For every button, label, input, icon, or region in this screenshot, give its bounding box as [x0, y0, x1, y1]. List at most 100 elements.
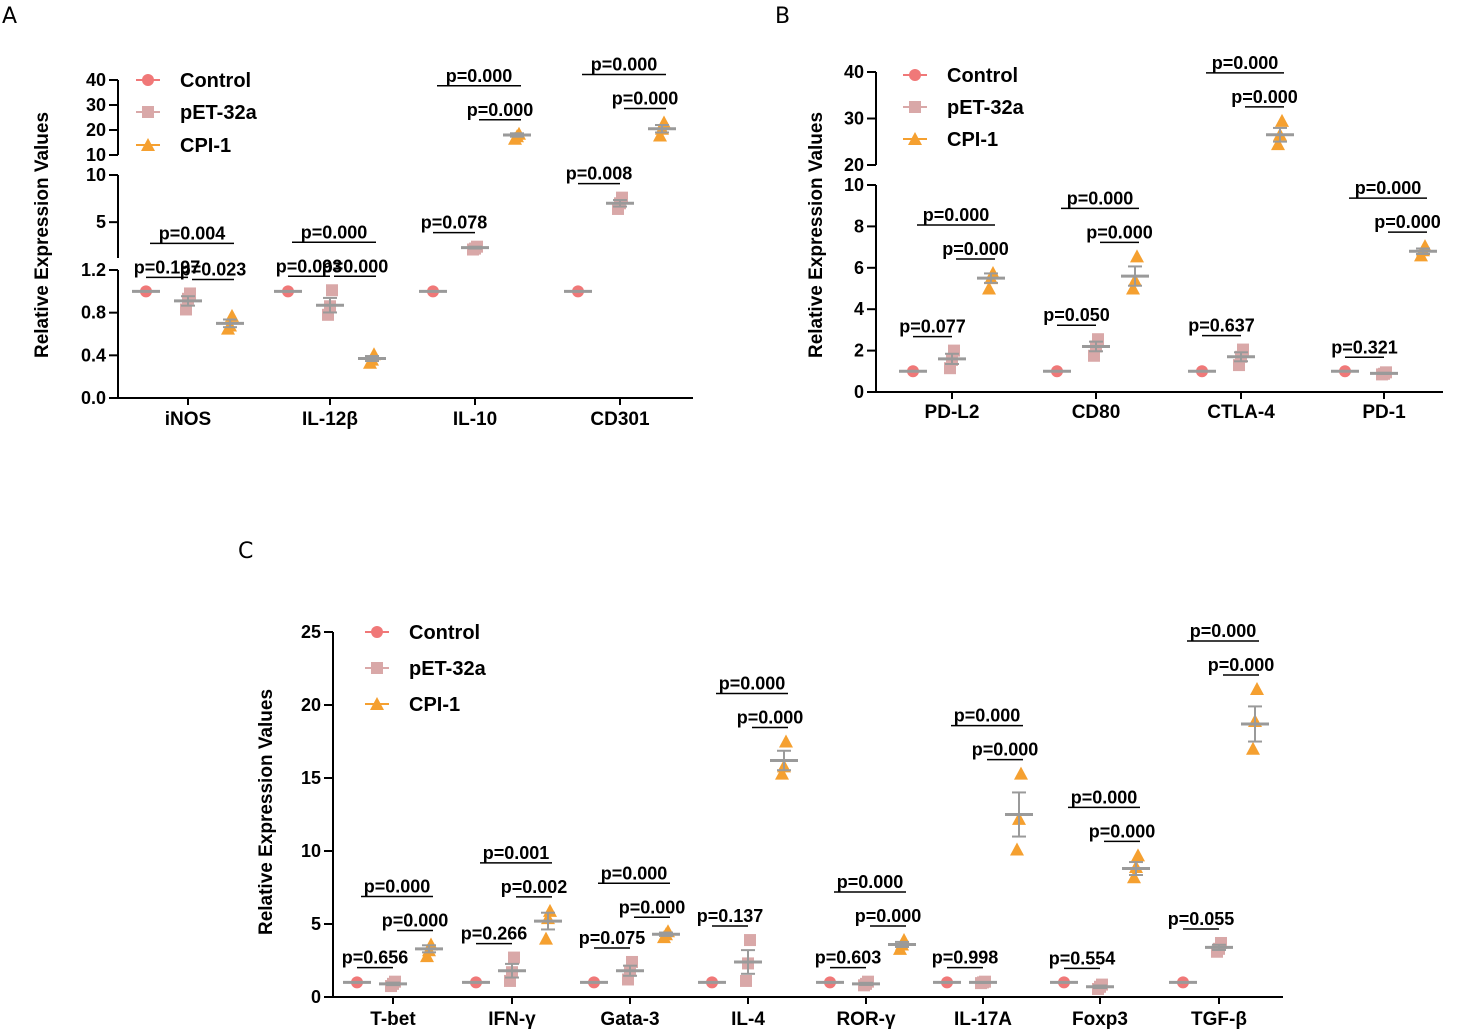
data-point-pet	[322, 308, 334, 321]
data-point-cpi	[653, 128, 667, 142]
legend-label-cpi: CPI-1	[947, 129, 998, 151]
panel-letter-c: C	[238, 539, 253, 564]
y-tick-label: 5	[96, 212, 106, 232]
x-tick-label: Foxp3	[1072, 1009, 1128, 1030]
y-axis-label: Relative Expression Values	[32, 112, 53, 358]
panel-letter-b: B	[775, 4, 790, 29]
x-tick-label: PD-1	[1362, 402, 1406, 423]
p-value-label: p=0.000	[1071, 787, 1138, 807]
legend-label-pet: pET-32a	[180, 102, 258, 124]
data-point-cpi	[363, 355, 377, 369]
p-value-label: p=0.197	[134, 257, 201, 277]
data-point-cpi	[1275, 113, 1289, 127]
p-value-label: p=0.078	[421, 213, 488, 233]
x-tick-label: Gata-3	[600, 1009, 659, 1030]
data-point-cpi	[1130, 249, 1144, 263]
legend-label-pet: pET-32a	[409, 658, 487, 680]
p-value-label: p=0.000	[737, 708, 804, 728]
x-tick-label: PD-L2	[925, 402, 980, 423]
legend-label-control: Control	[409, 622, 480, 644]
p-value-label: p=0.000	[1355, 178, 1422, 198]
y-tick-label: 0	[311, 987, 321, 1007]
p-value-label: p=0.000	[1086, 222, 1153, 242]
legend-marker-cpi	[141, 138, 155, 151]
data-point-cpi	[1246, 741, 1260, 755]
p-value-label: p=0.000	[719, 674, 786, 694]
y-tick-label: 20	[844, 155, 864, 175]
y-tick-label: 0.4	[81, 345, 106, 365]
p-value-label: p=0.554	[1049, 948, 1116, 968]
x-tick-label: IFN-γ	[488, 1009, 536, 1030]
p-value-label: p=0.000	[837, 872, 904, 892]
data-point-cpi	[1014, 766, 1028, 780]
p-value-label: p=0.656	[342, 948, 409, 968]
p-value-label: p=0.000	[1089, 821, 1156, 841]
p-value-label: p=0.075	[579, 928, 646, 948]
x-tick-label: IL-4	[731, 1009, 765, 1030]
legend-marker-pet	[371, 662, 383, 674]
y-tick-label: 10	[844, 175, 864, 195]
p-value-label: p=0.000	[1190, 621, 1257, 641]
data-point-cpi	[1131, 848, 1145, 862]
x-tick-label: IL-10	[453, 409, 497, 430]
y-tick-label: 15	[301, 768, 321, 788]
p-value-label: p=0.000	[619, 897, 686, 917]
x-tick-label: CD80	[1072, 402, 1121, 423]
legend-label-pet: pET-32a	[947, 97, 1025, 119]
y-tick-label: 10	[86, 145, 106, 165]
p-value-label: p=0.321	[1331, 337, 1398, 357]
data-point-cpi	[982, 281, 996, 295]
p-value-label: p=0.998	[932, 948, 999, 968]
p-value-label: p=0.008	[566, 164, 633, 184]
y-tick-label: 2	[854, 341, 864, 361]
data-point-cpi	[1250, 681, 1264, 695]
x-tick-label: ROR-γ	[836, 1009, 896, 1030]
legend-label-control: Control	[180, 70, 251, 92]
y-tick-label: 10	[86, 165, 106, 185]
p-value-label: p=0.000	[855, 906, 922, 926]
data-point-pet	[944, 362, 956, 375]
p-value-label: p=0.000	[972, 740, 1039, 760]
data-point-cpi	[1010, 842, 1024, 856]
x-tick-label: TGF-β	[1191, 1009, 1247, 1030]
legend-label-cpi: CPI-1	[180, 135, 231, 157]
x-tick-label: IL-12β	[302, 409, 358, 430]
y-tick-label: 4	[854, 299, 864, 319]
y-tick-label: 30	[844, 109, 864, 129]
x-tick-label: CTLA-4	[1207, 402, 1275, 423]
p-value-label: p=0.000	[1212, 53, 1279, 73]
legend-marker-cpi	[908, 132, 922, 145]
y-tick-label: 6	[854, 258, 864, 278]
p-value-label: p=0.000	[591, 55, 658, 75]
data-point-cpi	[539, 931, 553, 945]
x-tick-label: T-bet	[370, 1009, 416, 1030]
y-tick-label: 40	[86, 70, 106, 90]
legend-marker-control	[142, 74, 154, 86]
p-value-label: p=0.000	[322, 256, 389, 276]
p-value-label: p=0.000	[954, 706, 1021, 726]
p-value-label: p=0.266	[461, 924, 528, 944]
data-point-pet	[1088, 349, 1100, 362]
y-tick-label: 25	[301, 622, 321, 642]
p-value-label: p=0.000	[446, 66, 513, 86]
data-point-pet	[326, 284, 338, 297]
p-value-label: p=0.023	[180, 259, 247, 279]
x-tick-label: iNOS	[165, 409, 211, 430]
p-value-label: p=0.137	[697, 906, 764, 926]
p-value-label: p=0.000	[382, 910, 449, 930]
y-tick-label: 20	[86, 120, 106, 140]
p-value-label: p=0.000	[942, 239, 1009, 259]
p-value-label: p=0.004	[159, 223, 226, 243]
data-point-cpi	[893, 941, 907, 955]
data-point-cpi	[1126, 281, 1140, 295]
y-tick-label: 8	[854, 216, 864, 236]
y-tick-label: 1.2	[81, 260, 106, 280]
y-tick-label: 0.8	[81, 303, 106, 323]
data-point-cpi	[775, 766, 789, 780]
p-value-label: p=0.000	[1231, 87, 1298, 107]
p-value-label: p=0.000	[467, 100, 534, 120]
legend-marker-control	[909, 69, 921, 81]
p-value-label: p=0.001	[483, 843, 550, 863]
